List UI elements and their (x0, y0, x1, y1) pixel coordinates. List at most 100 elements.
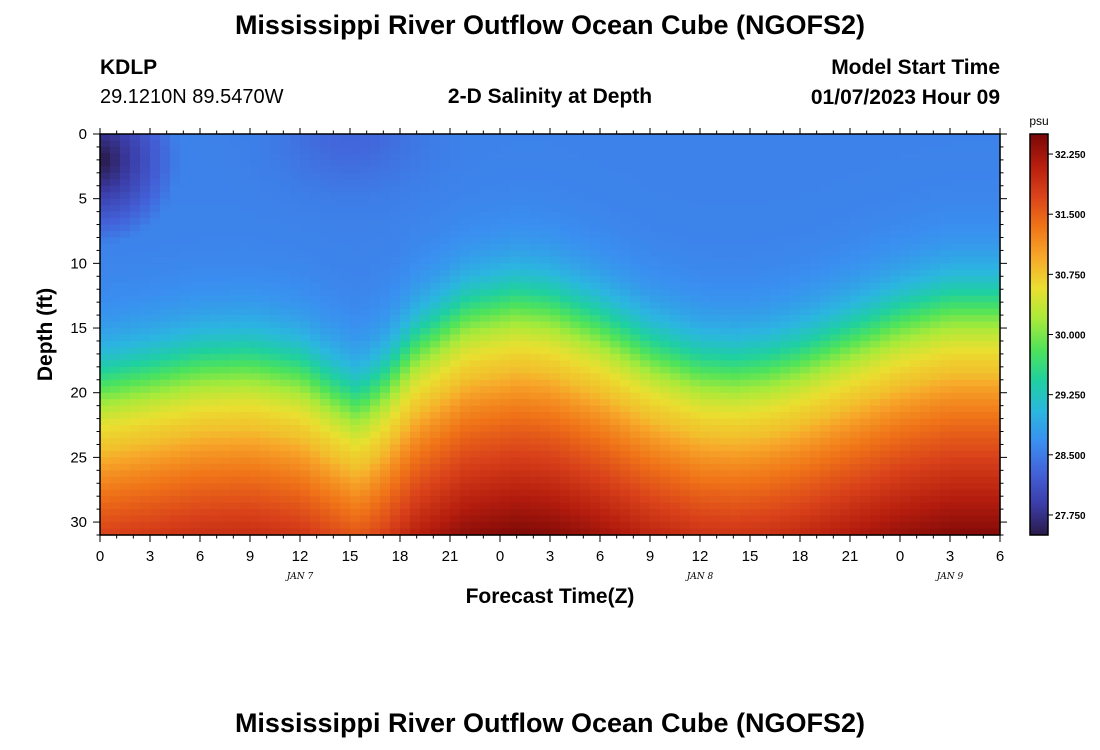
heatmap-cell (620, 218, 631, 226)
heatmap-cell (410, 502, 421, 510)
heatmap-cell (170, 418, 181, 426)
heatmap-cell (690, 509, 701, 517)
heatmap-cell (810, 347, 821, 355)
heatmap-cell (700, 153, 711, 161)
heatmap-cell (320, 437, 331, 446)
heatmap-cell (210, 185, 221, 193)
heatmap-cell (340, 437, 351, 446)
heatmap-cell (200, 308, 211, 316)
heatmap-cell (560, 425, 571, 433)
heatmap-cell (490, 386, 501, 394)
heatmap-cell (760, 321, 771, 329)
heatmap-cell (890, 159, 901, 167)
heatmap-cell (620, 431, 631, 439)
heatmap-cell (650, 192, 661, 200)
heatmap-cell (230, 437, 241, 446)
heatmap-cell (440, 431, 451, 439)
heatmap-cell (200, 373, 211, 381)
heatmap-cell (480, 431, 491, 439)
heatmap-cell (230, 185, 241, 193)
heatmap-cell (350, 231, 361, 239)
heatmap-cell (730, 211, 741, 219)
heatmap-cell (770, 405, 781, 413)
heatmap-cell (250, 353, 261, 361)
heatmap-cell (110, 444, 121, 452)
heatmap-cell (530, 360, 541, 368)
heatmap-cell (500, 392, 511, 400)
heatmap-cell (830, 198, 841, 206)
heatmap-cell (690, 496, 701, 504)
heatmap-cell (810, 457, 821, 465)
heatmap-cell (820, 276, 831, 284)
heatmap-cell (160, 425, 171, 433)
heatmap-cell (530, 134, 541, 142)
heatmap-cell (340, 360, 351, 368)
heatmap-cell (450, 431, 461, 439)
heatmap-cell (840, 218, 851, 226)
heatmap-cell (310, 489, 321, 497)
heatmap-cell (800, 470, 811, 478)
heatmap-cell (250, 159, 261, 167)
heatmap-cell (890, 502, 901, 510)
heatmap-cell (410, 522, 421, 530)
heatmap-cell (660, 302, 671, 310)
heatmap-cell (130, 412, 141, 420)
heatmap-cell (650, 334, 661, 342)
heatmap-cell (210, 179, 221, 187)
heatmap-cell (460, 243, 471, 252)
heatmap-cell (830, 463, 841, 471)
heatmap-cell (710, 276, 721, 284)
heatmap-cell (830, 347, 841, 355)
heatmap-cell (840, 179, 851, 187)
heatmap-cell (250, 405, 261, 413)
heatmap-cell (270, 172, 281, 180)
heatmap-cell (510, 140, 521, 148)
heatmap-cell (720, 231, 731, 239)
heatmap-cell (740, 256, 751, 264)
heatmap-cell (460, 140, 471, 148)
heatmap-cell (520, 276, 531, 284)
heatmap-cell (120, 321, 131, 329)
heatmap-cell (380, 269, 391, 277)
heatmap-cell (890, 476, 901, 484)
heatmap-cell (890, 509, 901, 517)
heatmap-cell (860, 496, 871, 504)
heatmap-cell (520, 515, 531, 523)
heatmap-cell (650, 347, 661, 355)
heatmap-cell (780, 224, 791, 232)
heatmap-cell (770, 386, 781, 394)
heatmap-cell (600, 425, 611, 433)
heatmap-cell (360, 250, 371, 258)
heatmap-cell (250, 463, 261, 471)
heatmap-cell (180, 476, 191, 484)
heatmap-cell (300, 250, 311, 258)
heatmap-cell (330, 243, 341, 252)
heatmap-cell (170, 431, 181, 439)
heatmap-cell (290, 263, 301, 271)
heatmap-cell (150, 528, 161, 536)
heatmap-cell (690, 502, 701, 510)
heatmap-cell (680, 522, 691, 530)
heatmap-cell (540, 444, 551, 452)
heatmap-cell (790, 282, 801, 290)
heatmap-cell (570, 134, 581, 142)
heatmap-cell (690, 444, 701, 452)
heatmap-cell (310, 483, 321, 491)
heatmap-cell (250, 528, 261, 536)
heatmap-cell (680, 515, 691, 523)
heatmap-cell (830, 418, 841, 426)
heatmap-cell (420, 522, 431, 530)
heatmap-cell (370, 192, 381, 200)
heatmap-cell (690, 237, 701, 245)
heatmap-cell (440, 489, 451, 497)
heatmap-cell (340, 463, 351, 471)
heatmap-cell (710, 295, 721, 303)
heatmap-cell (710, 373, 721, 381)
heatmap-cell (280, 179, 291, 187)
heatmap-cell (510, 211, 521, 219)
heatmap-cell (640, 185, 651, 193)
heatmap-cell (630, 134, 641, 142)
heatmap-cell (200, 450, 211, 458)
heatmap-cell (710, 198, 721, 206)
heatmap-cell (810, 463, 821, 471)
